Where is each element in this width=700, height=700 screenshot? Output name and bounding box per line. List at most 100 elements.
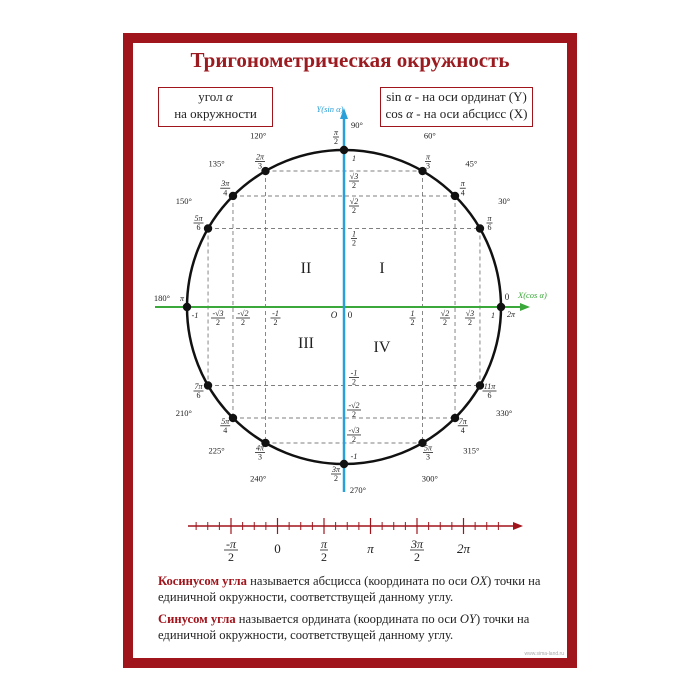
- radian-label: 3π2: [331, 465, 341, 483]
- fraction-denominator: 6: [197, 391, 201, 400]
- fraction-denominator: 2: [241, 318, 245, 327]
- degree-label: 30°: [498, 196, 510, 206]
- fraction-denominator: 2: [274, 318, 278, 327]
- number-line-label: 3π2: [410, 537, 424, 564]
- cos-label: cos: [385, 106, 403, 121]
- number-line-label: -π2: [224, 537, 238, 564]
- angle-point-330: [475, 381, 485, 390]
- fraction-numerator: 5π: [424, 443, 433, 452]
- fraction-denominator: 2: [411, 318, 415, 327]
- fraction-numerator: √2: [350, 197, 358, 206]
- fraction-denominator: 6: [197, 223, 201, 232]
- radian-label: π: [180, 294, 185, 303]
- fraction-denominator: 4: [461, 188, 465, 197]
- alpha-symbol: α: [404, 89, 412, 104]
- degree-label: 135°: [209, 158, 225, 168]
- fraction-value: -1: [351, 452, 358, 461]
- angle-point-135: [228, 191, 238, 201]
- fraction-denominator: 6: [487, 391, 491, 400]
- sin-label: sin: [386, 89, 402, 104]
- degree-label: 210°: [176, 408, 192, 418]
- fraction-denominator: 2: [334, 474, 338, 483]
- fraction-numerator: -1: [351, 369, 358, 378]
- fraction-numerator: 5π: [194, 214, 203, 223]
- sin-tick-label: √32: [349, 172, 359, 190]
- sin-tick-label: -√32: [347, 426, 361, 444]
- cos-tick-label: 1: [491, 311, 495, 320]
- fraction-denominator: 2: [321, 550, 327, 564]
- fraction-denominator: 2: [334, 137, 338, 146]
- cos-tick-label: -√32: [211, 309, 226, 327]
- fraction-value: 1: [491, 311, 495, 320]
- radian-label: π3: [425, 153, 431, 171]
- radian-label: 2π3: [255, 153, 265, 171]
- fraction-denominator: 2: [352, 410, 356, 419]
- angle-point-210: [203, 381, 213, 390]
- degree-label: 300°: [422, 474, 438, 484]
- degree-label: 240°: [250, 474, 266, 484]
- fraction-denominator: 2: [228, 550, 234, 564]
- fraction-numerator: -√2: [348, 401, 359, 410]
- fraction-denominator: 3: [426, 162, 430, 171]
- fraction-denominator: 2: [468, 318, 472, 327]
- fraction-denominator: 3: [426, 453, 430, 462]
- fraction-numerator: -π: [226, 537, 237, 551]
- fraction-denominator: 2: [352, 378, 356, 387]
- zero-label: 0: [348, 310, 353, 320]
- definition-term: Косинусом угла: [158, 574, 247, 588]
- y-axis-arrow: [340, 108, 348, 119]
- fraction-numerator: -√3: [348, 426, 359, 435]
- angle-point-225: [228, 413, 238, 423]
- axis-name: OY: [459, 612, 477, 626]
- angle-point-90: [339, 145, 349, 155]
- fraction-numerator: 3π: [220, 179, 230, 188]
- radian-label: π6: [486, 214, 493, 232]
- sin-tick-label: 1: [352, 154, 356, 163]
- radian-label: π2: [333, 128, 339, 146]
- fraction-value: -1: [192, 311, 199, 320]
- fraction-numerator: 2π: [256, 153, 265, 162]
- fraction-denominator: 6: [487, 223, 491, 232]
- sin-tick-label: -1: [351, 452, 358, 461]
- fraction-numerator: 7π: [194, 382, 203, 391]
- angle-point-300: [418, 438, 427, 448]
- degree-label: 90°: [351, 120, 363, 130]
- fraction-value: π: [180, 294, 185, 303]
- fraction-numerator: π: [461, 179, 466, 188]
- angle-info-box: угол α на окружности: [158, 87, 273, 127]
- fraction-denominator: 3: [258, 162, 262, 171]
- radian-label: π4: [459, 179, 466, 197]
- fraction-numerator: -√3: [213, 309, 224, 318]
- angle-point-240: [261, 438, 270, 448]
- degree-label: 120°: [250, 130, 266, 140]
- radian-label: 2π: [507, 310, 516, 319]
- angle-point-0: [496, 302, 506, 312]
- angle-point-60: [418, 166, 427, 176]
- quadrant-label-II: II: [301, 260, 312, 277]
- cosine-definition: Косинусом угла называется абсцисса (коор…: [158, 573, 563, 605]
- fraction-denominator: 4: [223, 426, 227, 435]
- fraction-value: 1: [352, 154, 356, 163]
- watermark: www.sima-land.ru: [524, 651, 564, 657]
- fraction-denominator: 4: [461, 426, 465, 435]
- radian-label: 5π4: [220, 417, 231, 435]
- fraction-numerator: -1: [272, 309, 279, 318]
- box-text: на окружности: [174, 106, 257, 121]
- quadrant-label-IV: IV: [374, 339, 391, 356]
- fraction-numerator: π: [334, 128, 339, 137]
- fraction-numerator: π: [426, 153, 431, 162]
- number-line-label: π: [367, 541, 374, 556]
- fraction-denominator: 2: [352, 239, 356, 248]
- fraction-numerator: 1: [411, 309, 415, 318]
- radian-label: 4π3: [255, 443, 265, 462]
- definition-text: ) точки на единичной окружности, соответ…: [158, 574, 541, 604]
- sin-tick-label: √22: [349, 197, 359, 215]
- fraction-value: 2π: [507, 310, 516, 319]
- cos-tick-label: √22: [439, 309, 450, 327]
- number-line-label: π2: [320, 537, 328, 564]
- fraction-denominator: 2: [414, 550, 420, 564]
- fraction-denominator: 2: [352, 181, 356, 190]
- fraction-denominator: 3: [258, 453, 262, 462]
